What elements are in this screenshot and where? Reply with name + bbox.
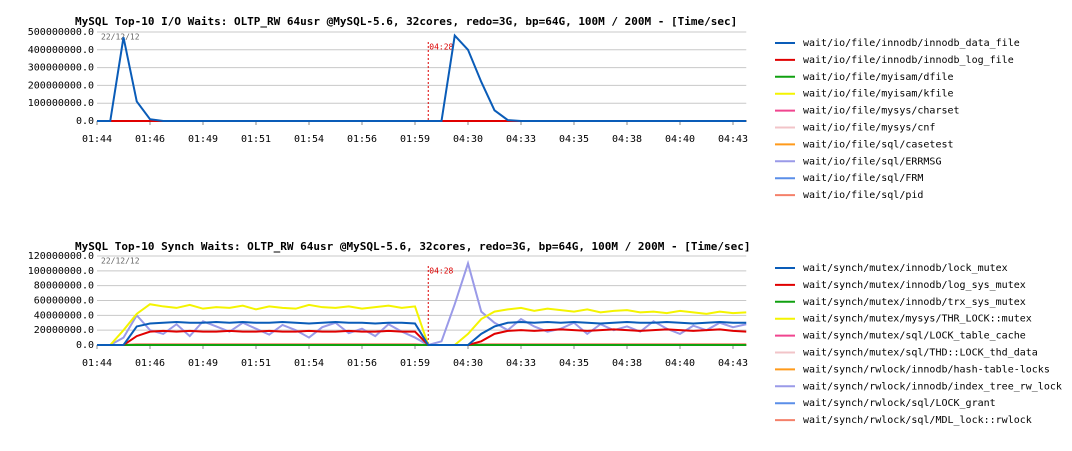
x-tick-label: 04:33 (506, 134, 536, 145)
legend-label: wait/synch/rwlock/sql/MDL_lock::rwlock (803, 415, 1032, 426)
legend-label: wait/io/file/myisam/kfile (803, 89, 954, 100)
legend-label: wait/io/file/innodb/innodb_data_file (803, 38, 1020, 49)
x-tick-label: 04:30 (453, 358, 483, 369)
y-tick-label: 500000000.0 (28, 27, 94, 38)
legend-label: wait/synch/mutex/sql/THD::LOCK_thd_data (803, 348, 1038, 359)
legend-label: wait/synch/mutex/sql/LOCK_table_cache (803, 331, 1026, 342)
y-tick-label: 400000000.0 (28, 45, 94, 56)
x-tick-label: 01:59 (400, 358, 430, 369)
x-tick-label: 01:46 (135, 358, 165, 369)
x-tick-label: 01:59 (400, 134, 430, 145)
legend-label: wait/synch/mutex/innodb/log_sys_mutex (803, 280, 1026, 291)
legend-label: wait/io/file/innodb/innodb_log_file (803, 55, 1014, 66)
x-tick-label: 01:56 (347, 134, 377, 145)
y-tick-label: 120000000.0 (28, 251, 94, 262)
y-tick-label: 80000000.0 (34, 281, 94, 292)
annotation-marker: 04:28 (429, 267, 453, 276)
y-tick-label: 100000000.0 (28, 98, 94, 109)
y-tick-label: 100000000.0 (28, 266, 94, 277)
legend-label: wait/synch/mutex/mysys/THR_LOCK::mutex (803, 314, 1032, 325)
x-tick-label: 01:51 (241, 358, 271, 369)
y-tick-label: 0.0 (76, 116, 94, 127)
x-tick-label: 01:44 (82, 134, 112, 145)
annotation-marker: 04:28 (429, 43, 453, 52)
x-tick-label: 04:38 (612, 134, 642, 145)
x-tick-label: 01:56 (347, 358, 377, 369)
series-line (97, 33, 747, 122)
legend-label: wait/synch/rwlock/innodb/index_tree_rw_l… (803, 381, 1062, 392)
chart-title: MySQL Top-10 I/O Waits: OLTP_RW 64usr @M… (75, 15, 737, 28)
legend-label: wait/io/file/mysys/cnf (803, 123, 935, 134)
series-line (97, 321, 747, 346)
x-tick-label: 01:49 (188, 134, 218, 145)
series-line (97, 328, 747, 346)
legend-label: wait/synch/rwlock/sql/LOCK_grant (803, 398, 996, 409)
y-tick-label: 40000000.0 (34, 310, 94, 321)
x-tick-label: 04:33 (506, 358, 536, 369)
x-tick-label: 01:49 (188, 358, 218, 369)
x-tick-label: 04:40 (665, 134, 695, 145)
x-tick-label: 01:54 (294, 358, 324, 369)
x-tick-label: 04:40 (665, 358, 695, 369)
chart-title: MySQL Top-10 Synch Waits: OLTP_RW 64usr … (75, 240, 751, 253)
annotation-date: 22/12/12 (101, 33, 140, 42)
legend-label: wait/synch/rwlock/innodb/hash-table-lock… (803, 364, 1050, 375)
y-tick-label: 300000000.0 (28, 63, 94, 74)
legend-label: wait/io/file/mysys/charset (803, 106, 960, 117)
x-tick-label: 01:51 (241, 134, 271, 145)
legend-label: wait/io/file/sql/FRM (803, 173, 923, 184)
y-tick-label: 200000000.0 (28, 80, 94, 91)
x-tick-label: 01:54 (294, 134, 324, 145)
legend-label: wait/io/file/myisam/dfile (803, 72, 954, 83)
legend-label: wait/io/file/sql/casetest (803, 139, 954, 150)
legend-label: wait/synch/mutex/innodb/trx_sys_mutex (803, 297, 1026, 308)
x-tick-label: 04:35 (559, 358, 589, 369)
x-tick-label: 04:35 (559, 134, 589, 145)
y-tick-label: 20000000.0 (34, 325, 94, 336)
legend-label: wait/io/file/sql/pid (803, 190, 923, 201)
annotation-date: 22/12/12 (101, 257, 140, 266)
x-tick-label: 04:43 (718, 134, 748, 145)
y-tick-label: 0.0 (76, 340, 94, 351)
y-tick-label: 60000000.0 (34, 296, 94, 307)
series-line (97, 303, 747, 346)
x-tick-label: 01:44 (82, 358, 112, 369)
x-tick-label: 01:46 (135, 134, 165, 145)
x-tick-label: 04:38 (612, 358, 642, 369)
x-tick-label: 04:30 (453, 134, 483, 145)
legend-label: wait/synch/mutex/innodb/lock_mutex (803, 263, 1008, 274)
x-tick-label: 04:43 (718, 358, 748, 369)
legend-label: wait/io/file/sql/ERRMSG (803, 156, 941, 167)
